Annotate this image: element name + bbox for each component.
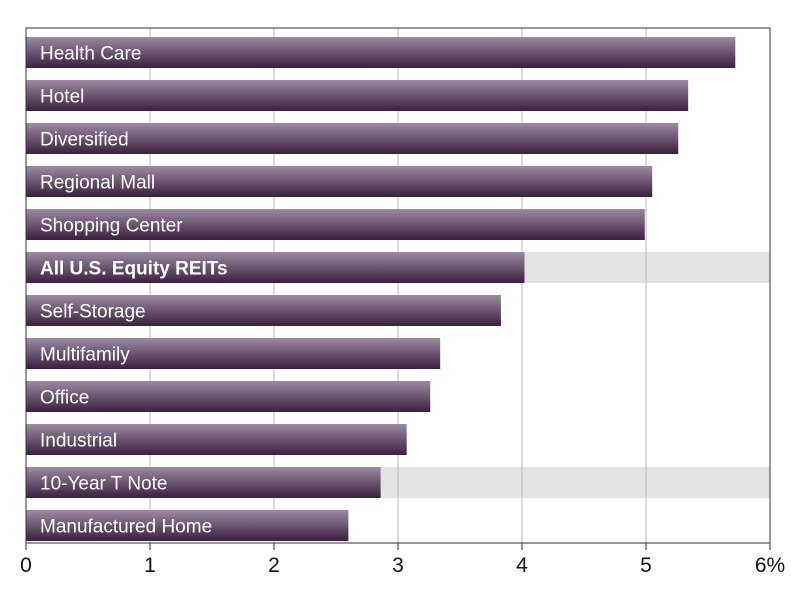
bar-label: Office	[40, 388, 89, 409]
bar	[26, 166, 653, 197]
x-tick-label: 6%	[755, 554, 785, 577]
bar-label: Shopping Center	[40, 216, 183, 237]
bar	[26, 209, 645, 240]
bar	[26, 80, 689, 111]
bar	[26, 123, 679, 154]
bar-label: Health Care	[40, 44, 141, 65]
grid-lines	[149, 28, 647, 543]
x-tick-label: 3	[392, 554, 404, 577]
x-tick-label: 2	[268, 554, 280, 577]
bar	[26, 252, 525, 283]
x-tick-label: 0	[20, 554, 32, 577]
x-tick-label: 5	[640, 554, 652, 577]
bar	[26, 510, 349, 541]
bar-label: Self-Storage	[40, 302, 146, 323]
bar	[26, 338, 441, 369]
bar-label: Diversified	[40, 130, 129, 151]
bar	[26, 381, 431, 412]
x-tick-label: 4	[516, 554, 528, 577]
x-axis-ticks: 0 1 2 3 4 5 6%	[20, 543, 785, 577]
x-tick-label: 1	[144, 554, 156, 577]
bar-label: Hotel	[40, 87, 84, 108]
bar	[26, 424, 407, 455]
bar	[26, 467, 381, 498]
bar	[26, 295, 501, 326]
bar	[26, 37, 736, 68]
bar-label: Manufactured Home	[40, 517, 212, 538]
bar-label: Regional Mall	[40, 173, 155, 194]
bar-label: All U.S. Equity REITs	[40, 259, 228, 280]
bars: Health Care Hotel Diversified Regional Mall…	[26, 37, 736, 541]
bar-label: Industrial	[40, 431, 117, 452]
bar-label: 10-Year T Note	[40, 474, 167, 495]
bar-label: Multifamily	[40, 345, 130, 366]
